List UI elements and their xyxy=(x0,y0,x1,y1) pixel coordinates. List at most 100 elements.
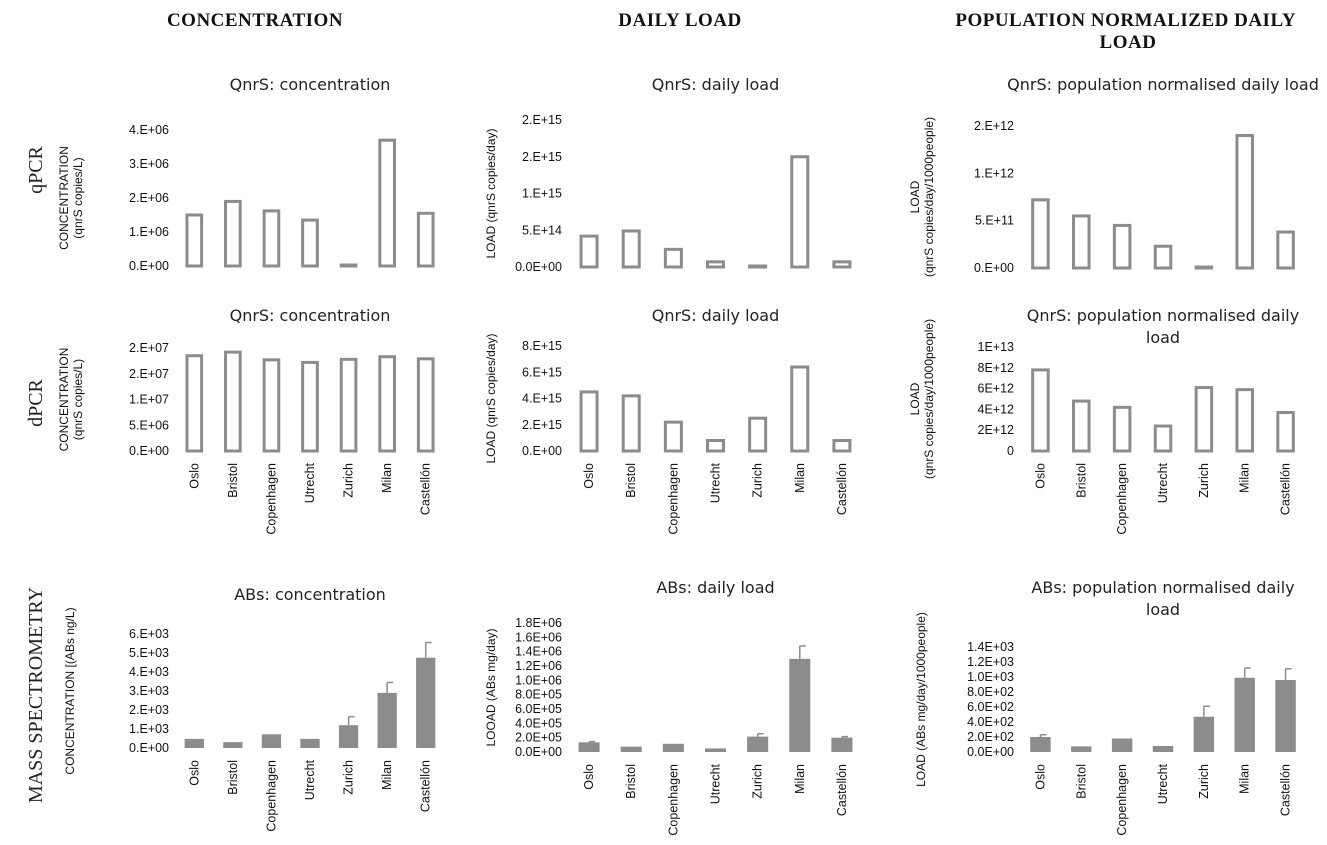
y-tick-label: 2.E+07 xyxy=(129,367,169,381)
chart-panel-2: QnrS: daily load 0.0E+00 5.E+14 1.E+15 2.E+1… xyxy=(484,75,852,274)
bar-oslo xyxy=(578,742,600,752)
category-label: Zurich xyxy=(1197,764,1211,799)
chart-title-line1: QnrS: population normalised daily xyxy=(1027,306,1299,325)
bar-utrecht xyxy=(705,260,726,269)
bar-milan xyxy=(378,138,396,268)
bar-oslo xyxy=(579,390,599,453)
chart-title-line2: load xyxy=(1146,328,1180,347)
y-tick-label: 4.E+06 xyxy=(129,123,169,137)
y-tick-label: 2.E+15 xyxy=(522,113,562,127)
y-tick-label: 2.E+12 xyxy=(974,119,1014,133)
bar-milan xyxy=(1235,388,1254,453)
y-tick-label: 0.0E+00 xyxy=(967,745,1014,759)
chart-title: QnrS: concentration xyxy=(230,306,391,325)
category-label: Utrecht xyxy=(303,759,317,800)
category-label: Milan xyxy=(793,764,807,794)
row-label-qpcr: qPCR xyxy=(25,145,47,193)
y-tick-label: 1.E+06 xyxy=(129,225,169,239)
y-axis-label: LOAD(qnrS copies/day/1000people) xyxy=(908,117,936,277)
category-label: Milan xyxy=(1238,764,1252,794)
row-label-dpcr: dPCR xyxy=(25,378,47,426)
category-label: Copenhagen xyxy=(666,463,680,535)
y-axis-label: LOAD (ABs mg/day/1000people) xyxy=(914,612,928,787)
y-axis-label-line2: (qnrS copies/day/1000people) xyxy=(922,319,936,479)
y-tick-label: 2.E+15 xyxy=(522,418,562,432)
y-tick-label: 2.E+15 xyxy=(522,150,562,164)
category-label: Utrecht xyxy=(1156,763,1170,804)
bar-copenhagen xyxy=(662,743,684,752)
y-tick-label: 4E+12 xyxy=(978,402,1015,416)
bar-copenhagen xyxy=(663,247,683,269)
bar-oslo xyxy=(1031,198,1050,270)
y-axis-label: CONCENTRATION [(ABs ng/L) xyxy=(63,607,77,774)
y-tick-label: 6.0E+05 xyxy=(515,702,562,716)
y-tick-label: 6E+12 xyxy=(978,382,1015,396)
category-label: Bristol xyxy=(624,463,638,498)
bar-bristol xyxy=(1072,214,1091,270)
y-tick-label: 0.E+00 xyxy=(129,741,169,755)
y-tick-label: 2.E+07 xyxy=(129,341,169,355)
y-tick-label: 8.0E+02 xyxy=(967,685,1014,699)
bar-oslo xyxy=(1031,368,1050,453)
category-label: Copenhagen xyxy=(666,764,680,836)
y-tick-label: 1.E+12 xyxy=(974,166,1014,180)
panels: QnrS: concentration 0.E+00 1.E+06 2.E+06 3.E… xyxy=(57,75,1319,836)
bar-milan xyxy=(789,658,811,752)
y-axis-label: CONCENTRATION(qnrS copies/L) xyxy=(57,348,85,452)
y-tick-label: 2E+12 xyxy=(978,423,1015,437)
column-header-population-normalized-line2: LOAD xyxy=(1100,32,1157,53)
category-label: Milan xyxy=(793,463,807,493)
y-tick-label: 6.0E+02 xyxy=(967,700,1014,714)
chart-title: QnrS: daily load xyxy=(652,75,780,94)
y-axis-label: LOAD(qnrS copies/day/1000people) xyxy=(908,319,936,479)
category-label: Copenhagen xyxy=(264,463,278,535)
y-tick-label: 1.0E+06 xyxy=(515,673,562,687)
column-header-population-normalized-text: POPULATION NORMALIZED DAILY xyxy=(955,10,1296,31)
y-tick-label: 1.2E+06 xyxy=(515,659,562,673)
bar-bristol xyxy=(621,229,641,269)
category-label: Bristol xyxy=(1074,463,1088,498)
chart-title: QnrS: concentration xyxy=(230,75,391,94)
category-label: Castellón xyxy=(1279,764,1293,816)
chart-panel-6: QnrS: population normalised daily load 0 2E… xyxy=(908,306,1299,535)
y-tick-label: 0.0E+00 xyxy=(515,745,562,759)
bar-bristol xyxy=(620,746,642,752)
y-axis-label-line1: CONCENTRATION xyxy=(57,146,71,250)
bar-bristol xyxy=(1072,399,1091,453)
category-label: Oslo xyxy=(582,463,596,489)
y-tick-label: 1E+13 xyxy=(978,340,1015,354)
chart-title: QnrS: daily load xyxy=(652,306,780,325)
chart-title: ABs: concentration xyxy=(234,585,386,604)
category-label: Castellón xyxy=(835,764,849,816)
bar-utrecht xyxy=(301,218,319,268)
bar-bristol xyxy=(621,394,641,453)
bar-copenhagen xyxy=(261,734,282,748)
y-tick-label: 1.E+03 xyxy=(129,722,169,736)
bar-bristol xyxy=(1071,746,1092,752)
category-label: Milan xyxy=(1238,463,1252,493)
category-label: Zurich xyxy=(342,760,356,795)
bar-zurich xyxy=(1194,386,1214,453)
bar-zurich xyxy=(338,725,359,748)
chart-panel-8: ABs: daily load 0.0E+002.0E+054.0E+056.0E… xyxy=(484,578,853,836)
bar-oslo xyxy=(184,738,204,748)
category-label: Copenhagen xyxy=(1115,463,1129,535)
y-axis-label-line1: CONCENTRATION xyxy=(57,348,71,452)
bar-zurich xyxy=(339,263,358,268)
y-tick-label: 6.E+03 xyxy=(129,627,169,641)
y-tick-label: 2.E+06 xyxy=(129,191,169,205)
category-label: Utrecht xyxy=(303,462,317,503)
y-tick-label: 0.E+00 xyxy=(522,444,562,458)
column-header-daily-load: DAILY LOAD xyxy=(618,10,741,31)
category-label: Zurich xyxy=(751,764,765,799)
y-tick-label: 5.E+11 xyxy=(975,214,1014,228)
category-label: Zurich xyxy=(342,463,356,498)
bar-zurich xyxy=(747,736,769,752)
category-label: Oslo xyxy=(582,764,596,790)
bar-zurich xyxy=(748,264,768,269)
bar-milan xyxy=(1234,677,1255,752)
y-axis-label-line1: LOAD xyxy=(908,180,922,213)
y-tick-label: 0.0E+00 xyxy=(515,260,562,274)
bar-milan xyxy=(790,155,810,269)
